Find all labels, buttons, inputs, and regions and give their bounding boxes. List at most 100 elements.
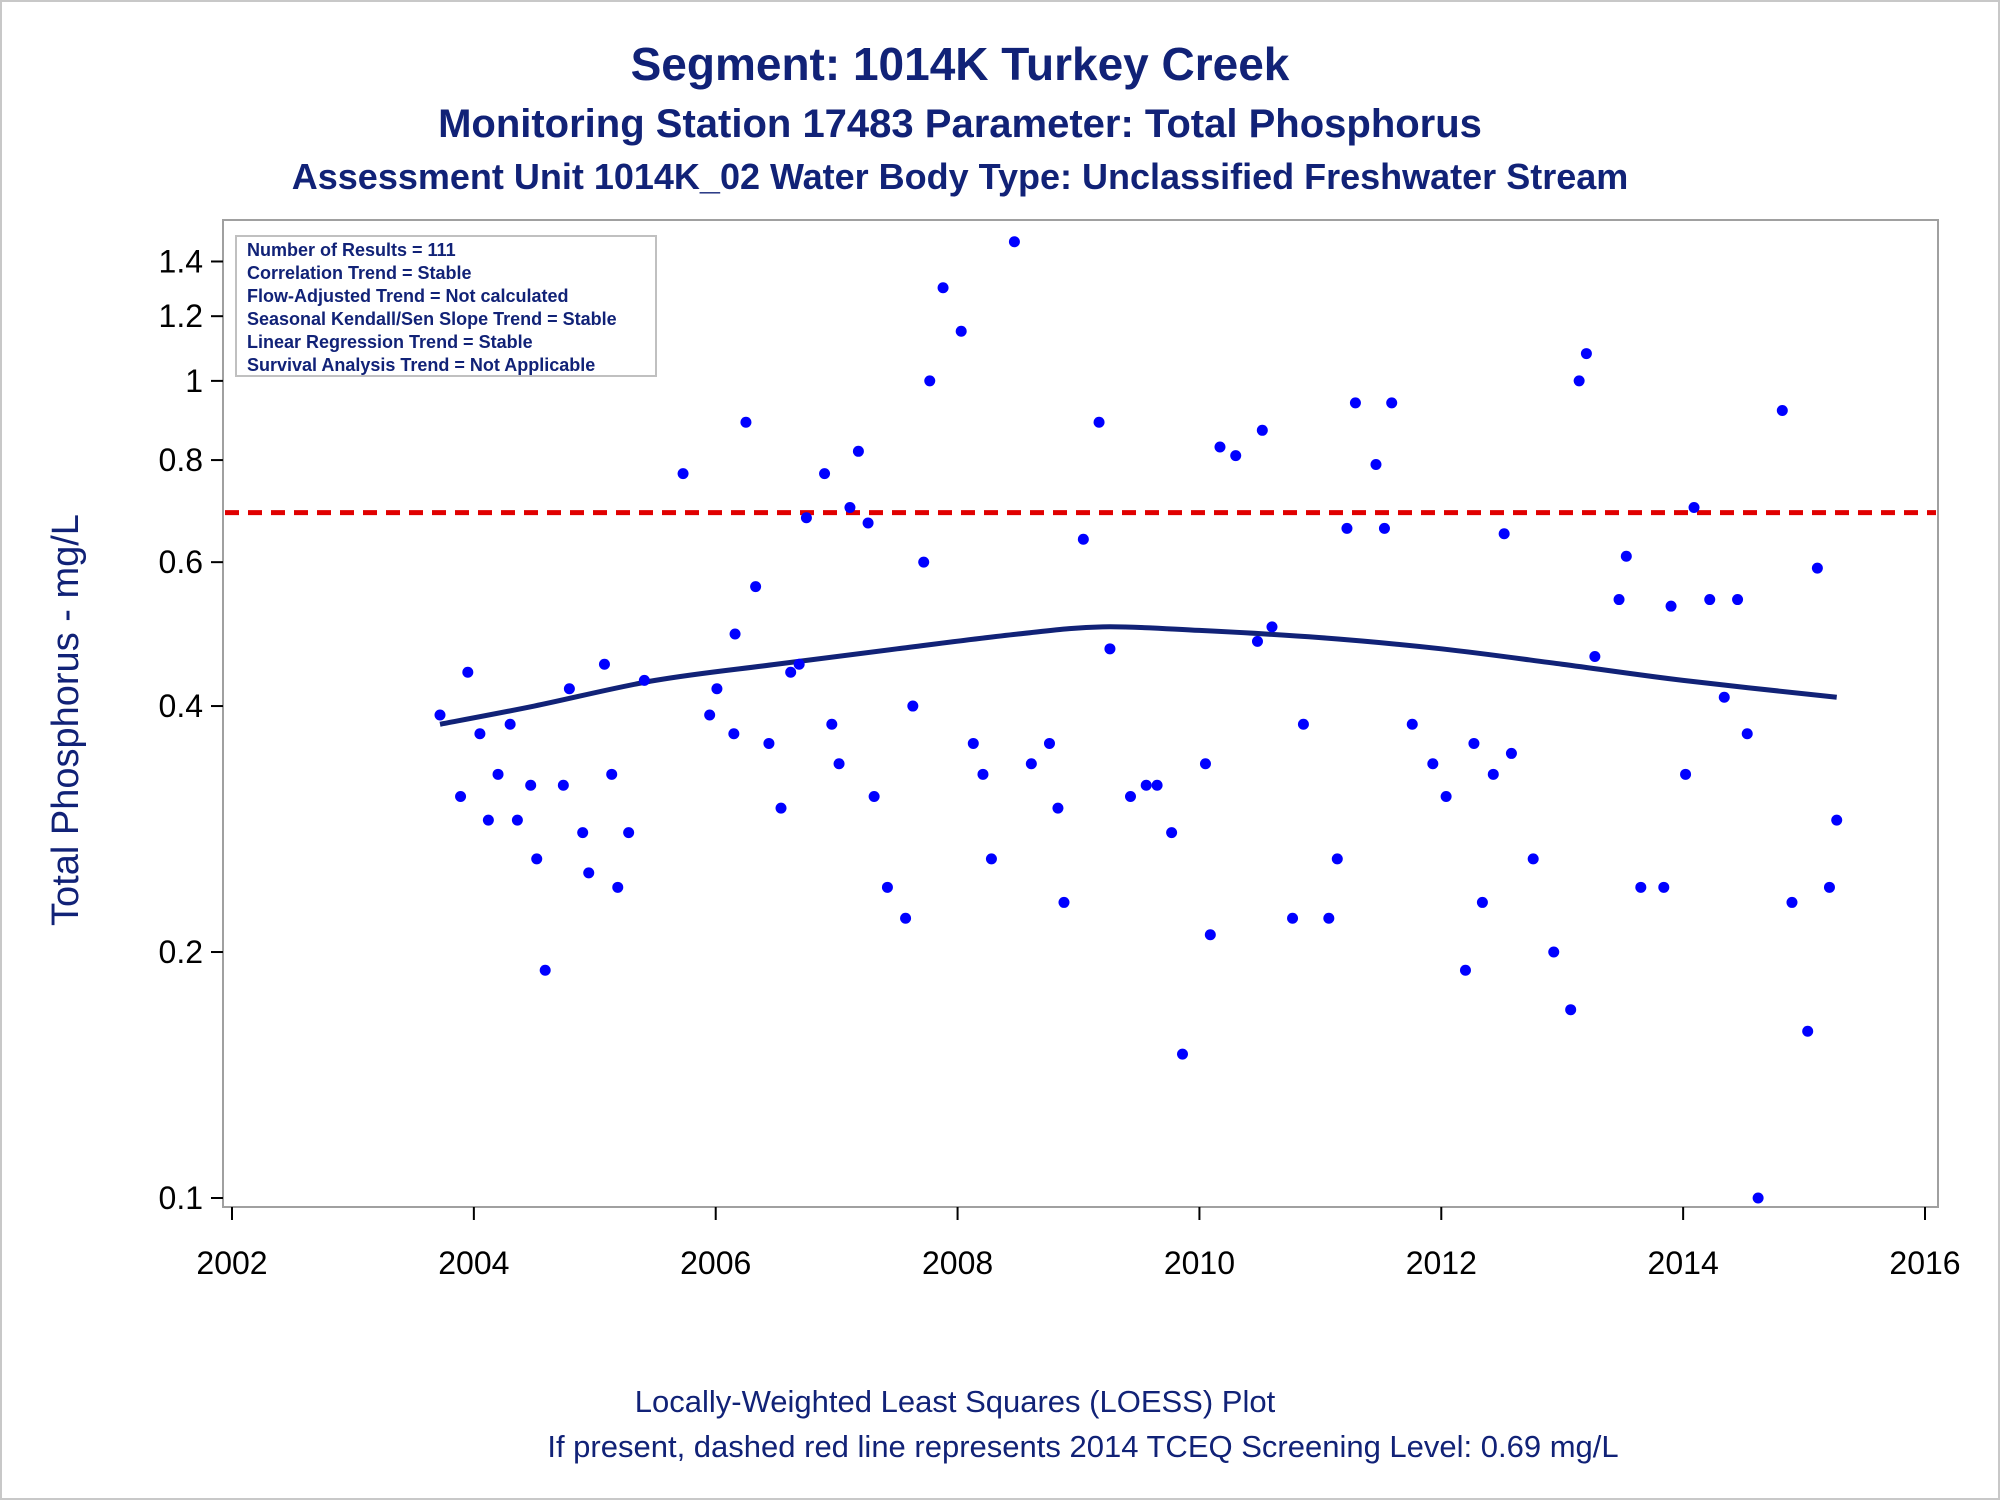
data-point [711, 683, 723, 695]
y-axis: 0.1 0.2 0.4 0.6 0.8 1 1.2 1.4 [159, 243, 223, 1216]
data-point [704, 709, 716, 721]
data-point [924, 375, 936, 387]
y-tick-label: 1 [185, 363, 203, 399]
x-tick-label: 2004 [438, 1245, 509, 1281]
x-tick-label: 2010 [1164, 1245, 1235, 1281]
data-point [504, 718, 516, 730]
data-point [1718, 691, 1730, 703]
data-point [844, 501, 856, 513]
chart-subtitle-station: Monitoring Station 17483 Parameter: Tota… [438, 102, 1482, 146]
data-point [1831, 814, 1843, 826]
y-tick-label: 1.2 [159, 298, 203, 334]
data-point [918, 556, 930, 568]
data-point [1287, 912, 1299, 924]
legend-line-flow-adjusted: Flow-Adjusted Trend = Not calculated [247, 286, 569, 306]
data-point [819, 468, 831, 480]
data-point [775, 802, 787, 814]
data-point [1680, 768, 1692, 780]
data-point [563, 683, 575, 695]
data-point [1468, 737, 1480, 749]
data-point [1548, 946, 1560, 958]
chart-title: Segment: 1014K Turkey Creek [631, 38, 1290, 90]
data-point [729, 628, 741, 640]
data-point [492, 768, 504, 780]
data-point [1251, 635, 1263, 647]
data-point [525, 779, 537, 791]
legend-line-seasonal-kendall: Seasonal Kendall/Sen Slope Trend = Stabl… [247, 309, 617, 329]
data-point [740, 416, 752, 428]
data-point [539, 964, 551, 976]
legend-box-frame [235, 235, 657, 377]
loess-curve [439, 624, 1837, 727]
x-tick-label: 2014 [1648, 1245, 1719, 1281]
legend-line-linear-regression: Linear Regression Trend = Stable [247, 332, 533, 352]
data-point [1811, 562, 1823, 574]
data-point [937, 282, 949, 294]
data-point [1498, 528, 1510, 540]
data-point [1151, 779, 1163, 791]
data-point [1104, 643, 1116, 655]
data-point [1140, 779, 1152, 791]
data-point [1256, 424, 1268, 436]
data-point [1331, 853, 1343, 865]
footnote-loess: Locally-Weighted Least Squares (LOESS) P… [635, 1384, 1276, 1419]
data-point [1658, 881, 1670, 893]
y-tick-label: 0.6 [159, 544, 203, 580]
data-point [1052, 802, 1064, 814]
data-point [1214, 441, 1226, 453]
data-point [1166, 827, 1178, 839]
data-point [1077, 533, 1089, 545]
x-tick-label: 2012 [1406, 1245, 1477, 1281]
x-tick-label: 2006 [680, 1245, 751, 1281]
data-point [1613, 594, 1625, 606]
data-point [862, 517, 874, 529]
legend-box: Number of Results = 111 Correlation Tren… [235, 235, 657, 377]
y-tick-label: 0.4 [159, 688, 203, 724]
data-point [474, 728, 486, 740]
footnote-screening: If present, dashed red line represents 2… [547, 1429, 1618, 1464]
data-point [1386, 397, 1398, 409]
data-point [785, 666, 797, 678]
y-tick-label: 0.2 [159, 934, 203, 970]
data-point [1266, 621, 1278, 633]
data-point [1093, 416, 1105, 428]
legend-line-correlation: Correlation Trend = Stable [247, 263, 472, 283]
data-point [1370, 459, 1382, 471]
data-point [1732, 594, 1744, 606]
data-point [557, 779, 569, 791]
data-point [728, 728, 740, 740]
data-point [1527, 853, 1539, 865]
x-tick-label: 2008 [922, 1245, 993, 1281]
data-point [1487, 768, 1499, 780]
data-point [1459, 964, 1471, 976]
y-tick-label: 0.8 [159, 442, 203, 478]
data-point [763, 737, 775, 749]
data-points [434, 236, 1843, 1204]
data-point [1476, 896, 1488, 908]
data-point [1741, 728, 1753, 740]
data-point [1440, 791, 1452, 803]
data-point [1565, 1004, 1577, 1016]
data-point [985, 853, 997, 865]
data-point [1008, 236, 1020, 248]
data-point [1204, 929, 1216, 941]
data-point [900, 912, 912, 924]
x-axis: 2002 2004 2006 2008 2010 2012 2014 2016 [196, 1207, 1961, 1281]
data-point [677, 468, 689, 480]
data-point [868, 791, 880, 803]
data-point [826, 718, 838, 730]
data-point [531, 853, 543, 865]
data-point [606, 768, 618, 780]
data-point [598, 658, 610, 670]
data-point [1341, 522, 1353, 534]
data-point [1688, 501, 1700, 513]
data-point [907, 700, 919, 712]
data-point [800, 512, 812, 524]
data-point [1176, 1048, 1188, 1060]
data-point [455, 791, 467, 803]
data-point [1776, 404, 1788, 416]
data-point [577, 827, 589, 839]
y-tick-label: 1.4 [159, 243, 203, 279]
data-point [967, 737, 979, 749]
